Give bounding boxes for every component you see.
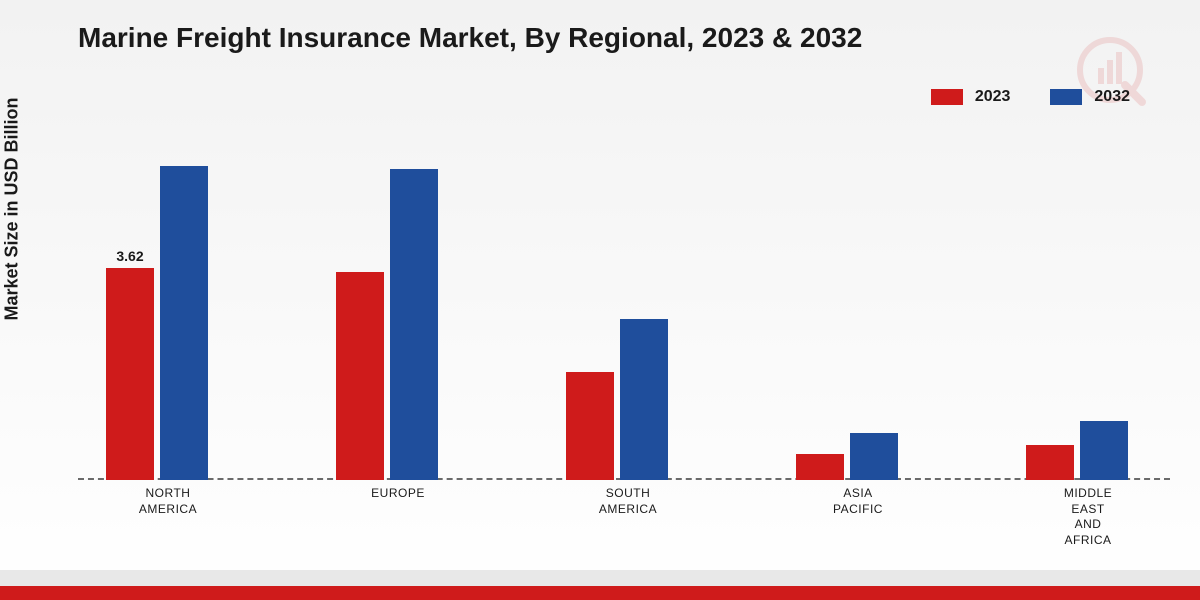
x-axis-category-label: EUROPE [358,486,438,502]
legend-swatch-2023 [931,89,963,105]
legend: 2023 2032 [931,88,1130,106]
bar-2023 [796,454,844,480]
bar-2023: 3.62 [106,268,154,480]
x-axis-category-label: SOUTH AMERICA [588,486,668,517]
bar-group [336,169,438,480]
bar-group [796,433,898,480]
bar-value-label: 3.62 [106,248,154,264]
x-axis-category-label: MIDDLE EAST AND AFRICA [1048,486,1128,548]
x-axis-category-label: ASIA PACIFIC [818,486,898,517]
legend-label-2032: 2032 [1094,88,1130,106]
chart-title: Marine Freight Insurance Market, By Regi… [78,22,862,54]
bar-2023 [566,372,614,480]
bar-group: 3.62 [106,166,208,480]
bar-2032 [1080,421,1128,480]
legend-swatch-2032 [1050,89,1082,105]
bar-group [1026,421,1128,480]
chart-plot-area: 3.62 [78,140,1170,480]
y-axis-label: Market Size in USD Billion [2,97,23,320]
bar-2032 [620,319,668,480]
legend-item-2032: 2032 [1050,88,1130,106]
bar-2032 [390,169,438,480]
bar-group [566,319,668,480]
x-axis-category-label: NORTH AMERICA [128,486,208,517]
bar-2032 [160,166,208,480]
footer-gray-bar [0,570,1200,586]
bar-2023 [336,272,384,480]
bar-2032 [850,433,898,480]
legend-item-2023: 2023 [931,88,1011,106]
footer-accent-bar [0,586,1200,600]
legend-label-2023: 2023 [975,88,1011,106]
bar-2023 [1026,445,1074,480]
